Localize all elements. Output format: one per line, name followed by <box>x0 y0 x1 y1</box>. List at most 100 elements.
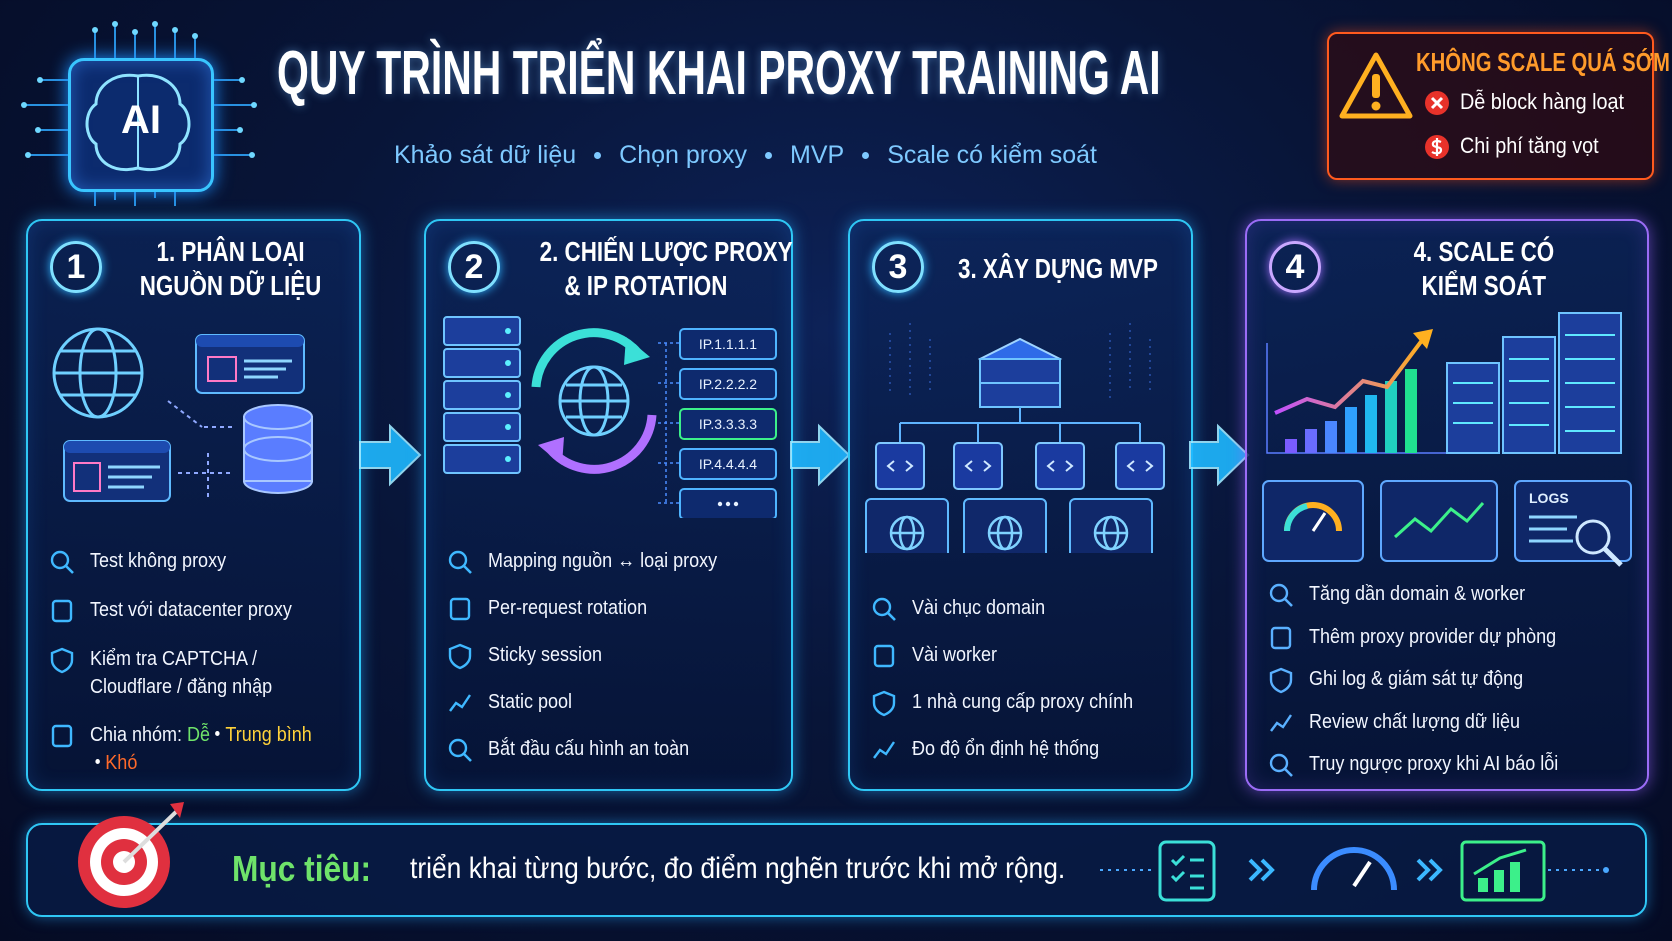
step-item: Ghi log & giám sát tự động <box>1267 665 1637 694</box>
step-items: Tăng dần domain & worker Thêm proxy provi… <box>1267 580 1637 779</box>
step-label: Khảo sát dữ liệu <box>394 141 577 169</box>
step-card: 3 3. XÂY DỰNG MVP Vài chục domain Vài worke… <box>848 219 1193 791</box>
item-icon-shape <box>448 643 472 670</box>
item-icon-shape <box>1269 667 1293 694</box>
step-title: 3. XÂY DỰNG MVP <box>932 252 1183 286</box>
step-item: Bắt đầu cấu hình an toàn <box>446 735 781 764</box>
goal-text-body: triển khai từng bước, đo điểm nghẽn trướ… <box>410 852 1066 885</box>
item-icon-shape <box>1284 598 1293 607</box>
item-icon <box>51 724 73 748</box>
step-number: 1 <box>50 241 102 293</box>
item-icon-shape <box>887 612 896 621</box>
item-icon <box>872 690 896 717</box>
step-item-text: Review chất lượng dữ liệu <box>1309 710 1521 733</box>
step-title-line: & IP ROTATION <box>508 269 783 303</box>
warning-item-text: Chi phí tăng vọt <box>1460 133 1599 158</box>
step-title-text: & IP ROTATION <box>563 270 728 301</box>
step-item: Tăng dần domain & worker <box>1267 580 1637 609</box>
step-item-text: Test với datacenter proxy <box>90 599 292 621</box>
step-item-text: Đo độ ổn định hệ thống <box>912 738 1100 760</box>
separator-dot <box>594 152 602 159</box>
step-title-text: 3. XÂY DỰNG MVP <box>957 253 1158 284</box>
step-title-line: 2. CHIẾN LƯỢC PROXY <box>508 235 793 269</box>
item-icon-shape <box>873 644 895 668</box>
step-item-text: Vài chục domain <box>912 597 1046 619</box>
item-icon-shape <box>1284 768 1293 777</box>
step-card: LOGS 4 4. SCALE CÓ KIỂM SOÁT Tăng dần domai… <box>1245 219 1649 791</box>
ip-box <box>679 368 777 400</box>
item-icon-shape <box>51 599 73 623</box>
separator-dot <box>862 152 870 159</box>
step-item: Chia nhóm: Dễ Trung bình Khó <box>48 721 349 777</box>
goal-label-text: Mục tiêu: <box>232 848 372 889</box>
goal-label: Mục tiêu: <box>232 848 390 890</box>
item-icon <box>448 738 472 762</box>
separator-dot <box>95 759 100 765</box>
step-label: Scale có kiểm soát <box>887 141 1098 169</box>
ip-more-dot <box>717 501 723 507</box>
warning-icon <box>1339 52 1413 119</box>
item-icon <box>50 647 74 674</box>
item-icon-shape <box>449 597 471 621</box>
step-title: 1. PHÂN LOẠI NGUỒN DỮ LIỆU <box>110 235 351 303</box>
goal-icons <box>1100 840 1609 902</box>
ai-badge-text: AI <box>121 98 161 142</box>
item-icon <box>1269 753 1293 777</box>
step-item-text: Kiểm tra CAPTCHA / Cloudflare / đăng nhậ… <box>90 648 273 698</box>
ip-more-dot <box>733 501 739 507</box>
flow-arrow <box>359 423 422 487</box>
item-icon <box>873 644 895 668</box>
step-item: Kiểm tra CAPTCHA / Cloudflare / đăng nhậ… <box>48 645 349 701</box>
item-icon-shape <box>51 724 73 748</box>
item-icon <box>1269 667 1293 694</box>
step-card: IP.1.1.1.1 IP.2.2.2.2 IP.3.3.3.3 IP.4.4.4.4… <box>424 219 793 791</box>
rotation-illustration: IP.1.1.1.1 IP.2.2.2.2 IP.3.3.3.3 IP.4.4.4.4 <box>443 316 777 518</box>
step-item-text: Static pool <box>488 691 573 713</box>
warning-box <box>1327 32 1654 180</box>
step-item-text: Per-request rotation <box>488 597 648 619</box>
logs-label: LOGS <box>1529 490 1569 506</box>
warning-item-text: Dễ block hàng loạt <box>1460 89 1625 114</box>
warning-title-text: KHÔNG SCALE QUÁ SỚM <box>1416 47 1670 77</box>
item-icon <box>872 597 896 621</box>
ip-label: IP.3.3.3.3 <box>699 416 757 432</box>
item-icon-shape <box>873 741 895 759</box>
step-item: Đo độ ổn định hệ thống <box>870 735 1181 764</box>
item-icon-shape <box>448 738 468 758</box>
item-icon-shape <box>1269 583 1289 603</box>
item-icon-shape <box>1269 753 1289 773</box>
step-item-text: Vài worker <box>912 644 998 666</box>
brain-icon <box>85 73 191 171</box>
step-item: Sticky session <box>446 641 781 670</box>
step-title-line: NGUỒN DỮ LIỆU <box>110 269 351 303</box>
step-item: 1 nhà cung cấp proxy chính <box>870 688 1181 717</box>
step-items: Test không proxy Test với datacenter prox… <box>48 547 349 777</box>
warning-title: KHÔNG SCALE QUÁ SỚM <box>1416 47 1672 78</box>
step-title: 4. SCALE CÓ KIỂM SOÁT <box>1329 235 1639 303</box>
item-icon <box>1270 626 1292 649</box>
item-icon <box>448 643 472 670</box>
item-icon-shape <box>872 597 892 617</box>
item-icon-shape <box>1270 626 1292 649</box>
step-title-text: 2. CHIẾN LƯỢC PROXY <box>539 236 793 267</box>
warning-item: Chi phí tăng vọt <box>1460 133 1614 159</box>
item-icon <box>449 597 471 621</box>
separator-dot <box>765 152 772 159</box>
item-icon-shape <box>1270 713 1292 732</box>
steps-subtitle: Khảo sát dữ liệu Chọn proxy MVP Scale có ki… <box>394 141 1097 170</box>
separator-dot <box>215 731 220 737</box>
step-item: Static pool <box>446 688 781 717</box>
step-items: Mapping nguồn ↔ loại proxy Per-request ro… <box>446 547 781 764</box>
target-icon <box>78 802 184 908</box>
flow-arrow <box>1189 423 1250 487</box>
group-level: Khó <box>105 752 138 774</box>
step-item: Review chất lượng dữ liệu <box>1267 708 1637 737</box>
ip-box <box>679 328 777 360</box>
ip-box <box>679 448 777 480</box>
step-title-line: KIỂM SOÁT <box>1329 269 1639 303</box>
step-title-text: 1. PHÂN LOẠI <box>156 236 305 267</box>
title-text: QUY TRÌNH TRIỂN KHAI PROXY TRAINING AI <box>277 39 1161 108</box>
step-item: Vài chục domain <box>870 594 1181 623</box>
item-icon-shape <box>463 753 472 762</box>
